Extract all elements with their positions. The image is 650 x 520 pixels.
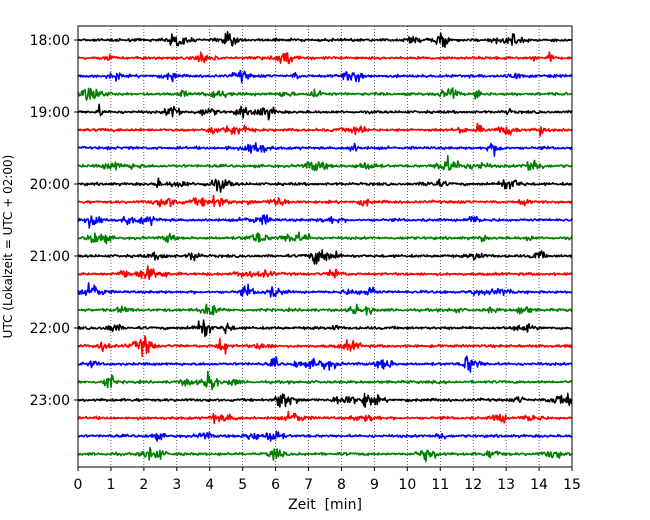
seismic-trace-2330 xyxy=(77,430,573,442)
x-tick-label: 6 xyxy=(271,477,280,493)
seismic-trace-2145 xyxy=(77,303,573,316)
seismic-trace-1815 xyxy=(77,51,573,65)
x-tick-label: 7 xyxy=(304,477,313,493)
seismic-trace-1930 xyxy=(77,142,573,157)
plot-frame xyxy=(77,25,573,468)
seismic-trace-2200 xyxy=(77,319,573,338)
y-axis-ticks: 18:00 19:00 20:00 21:00 22:00 23:00 xyxy=(30,33,78,409)
seismic-trace-2245 xyxy=(77,370,573,391)
seismic-trace-2215 xyxy=(77,335,573,358)
seismic-trace-1900 xyxy=(77,103,573,121)
seismic-trace-2300 xyxy=(77,392,573,408)
x-tick-label: 10 xyxy=(398,477,416,493)
x-tick-label: 11 xyxy=(431,477,449,493)
x-tick-label: 9 xyxy=(370,477,379,493)
y-axis-label: UTC (Lokalzeit = UTC + 02:00) xyxy=(1,155,15,339)
x-tick-label: 1 xyxy=(106,477,115,493)
y-tick-label: 19:00 xyxy=(30,105,70,121)
seismic-trace-2030 xyxy=(77,214,573,229)
y-tick-label: 21:00 xyxy=(30,249,70,265)
x-axis-label: Zeit [min] xyxy=(288,497,362,513)
x-tick-label: 5 xyxy=(238,477,247,493)
seismic-trace-1830 xyxy=(77,69,573,84)
x-tick-label: 14 xyxy=(530,477,548,493)
x-tick-label: 3 xyxy=(172,477,181,493)
seismic-trace-2000 xyxy=(77,177,573,193)
x-axis-ticks: 0 1 2 3 4 5 6 7 8 9 10 11 12 13 14 15 xyxy=(74,467,581,493)
x-tick-label: 13 xyxy=(497,477,515,493)
seismic-trace-2345 xyxy=(77,446,573,463)
x-tick-label: 12 xyxy=(464,477,482,493)
y-tick-label: 20:00 xyxy=(30,177,70,193)
x-tick-label: 0 xyxy=(74,477,83,493)
seismic-trace-2315 xyxy=(77,410,573,425)
x-tick-label: 15 xyxy=(563,477,581,493)
x-tick-label: 4 xyxy=(205,477,214,493)
x-tick-label: 2 xyxy=(139,477,148,493)
seismic-trace-2130 xyxy=(77,282,573,298)
x-tick-label: 8 xyxy=(337,477,346,493)
seismic-trace-1945 xyxy=(77,154,573,172)
seismic-trace-1845 xyxy=(77,87,573,101)
y-tick-label: 22:00 xyxy=(30,321,70,337)
seismic-trace-2230 xyxy=(77,355,573,373)
y-tick-label: 23:00 xyxy=(30,393,70,409)
seismic-trace-2045 xyxy=(77,231,573,245)
seismic-trace-1800 xyxy=(77,31,573,48)
y-tick-label: 18:00 xyxy=(30,33,70,49)
seismic-trace-2100 xyxy=(77,249,573,265)
seismic-trace-2115 xyxy=(77,265,573,280)
seismic-trace-2015 xyxy=(77,194,573,208)
trace-group xyxy=(77,31,573,463)
seismic-trace-1915 xyxy=(77,122,573,137)
